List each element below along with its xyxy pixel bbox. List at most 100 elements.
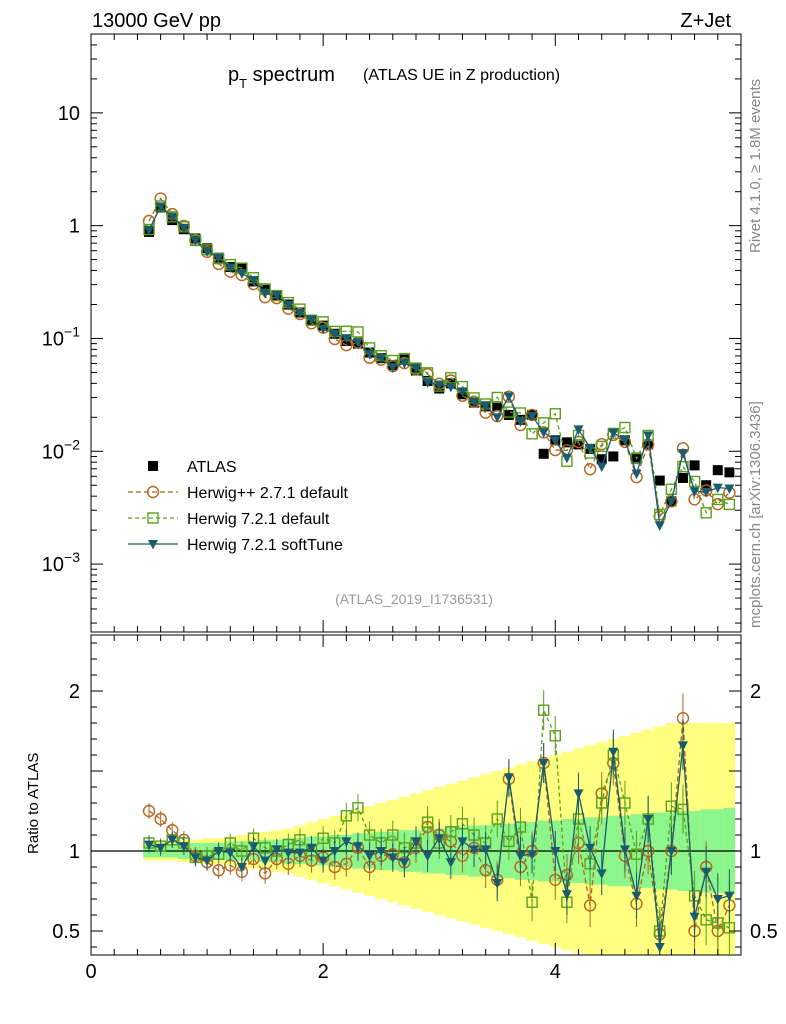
- ratio-point: [608, 747, 619, 758]
- ratio-point: [144, 840, 155, 851]
- mc-point: [585, 443, 596, 454]
- mc-point: [596, 440, 608, 453]
- ratio-point: [225, 848, 236, 859]
- legend-label: Herwig++ 2.7.1 default: [187, 485, 349, 502]
- mc-point: [341, 334, 352, 344]
- ratio-point: [596, 869, 607, 879]
- mc-point: [712, 483, 723, 494]
- ratio-point: [306, 843, 317, 854]
- mc-point: [583, 463, 597, 476]
- y-tick-label: 10: [58, 103, 80, 125]
- mc-point: [318, 324, 329, 335]
- y-tick-label: 10−1: [42, 323, 80, 350]
- mc-point: [305, 314, 318, 326]
- mc-point: [422, 378, 433, 388]
- ratio-point: [387, 829, 399, 841]
- mc-point: [457, 387, 468, 397]
- title-main: p: [228, 64, 239, 86]
- main-plot-area: [142, 192, 736, 531]
- title-word: spectrum: [253, 64, 335, 86]
- title-subscript: T: [239, 76, 247, 91]
- ratio-point: [341, 837, 352, 847]
- mc-point: [260, 288, 271, 299]
- ratio-point: [167, 835, 178, 846]
- ratio-point: [480, 845, 491, 855]
- ratio-point: [457, 837, 468, 847]
- ratio-point: [421, 816, 434, 828]
- ratio-line-2: [148, 709, 730, 932]
- ratio-point: [154, 812, 167, 826]
- ratio-point: [399, 858, 410, 868]
- mc-point: [167, 212, 178, 223]
- ratio-point: [340, 810, 353, 822]
- ratio-point: [712, 895, 723, 905]
- ratio-point: [248, 842, 259, 852]
- ratio-axis-label: Ratio to ATLAS: [25, 753, 42, 854]
- mc-point: [283, 300, 294, 311]
- mc-point: [352, 338, 363, 348]
- mc-point: [619, 421, 631, 434]
- ratio-point: [260, 856, 271, 867]
- mc-point: [526, 428, 538, 440]
- mc-point: [190, 236, 201, 246]
- ratio-point: [561, 890, 572, 900]
- legend-label: Herwig 7.2.1 default: [187, 511, 330, 528]
- ratio-point: [294, 848, 305, 859]
- legend-marker: [147, 512, 159, 524]
- ratio-point: [515, 851, 526, 862]
- data-point: [608, 451, 619, 462]
- mc-point: [607, 427, 620, 440]
- ratio-point: [630, 848, 643, 860]
- x-tick-label: 0: [85, 961, 96, 983]
- mc-point: [213, 253, 224, 264]
- mc-point: [596, 462, 607, 473]
- ratio-point: [445, 826, 457, 838]
- mc-point: [619, 435, 630, 446]
- main-panel: 10 1 10−1 10−2 10−3 pT spectrum (ATLAS UE in…: [42, 33, 742, 633]
- mc-point: [421, 367, 434, 379]
- rivet-version-label: Rivet 4.1.0, ≥ 1.8M events: [747, 79, 764, 253]
- mc-point: [537, 417, 550, 429]
- mc-point: [329, 329, 340, 340]
- data-point: [724, 467, 735, 478]
- chart-title: pT spectrum: [228, 64, 335, 91]
- legend-marker: [146, 485, 160, 499]
- mc-point: [469, 398, 480, 408]
- mc-point: [376, 354, 387, 364]
- data-point: [538, 448, 549, 459]
- ratio-point: [445, 858, 456, 868]
- mc-point: [700, 507, 712, 519]
- mc-point: [608, 428, 619, 439]
- ratio-point: [213, 847, 224, 857]
- ratio-point: [329, 847, 340, 857]
- ratio-point: [677, 803, 689, 816]
- mc-point: [248, 276, 259, 286]
- ratio-point: [190, 853, 201, 863]
- ratio-axis-ticks: 2 2 1 1 0.5 0.5: [52, 642, 778, 948]
- legend-marker: [148, 461, 158, 471]
- ratio-point: [503, 773, 514, 783]
- ratio-point: [514, 821, 527, 833]
- ratio-point: [318, 856, 329, 867]
- ratio-tick-label-right: 0.5: [750, 921, 778, 943]
- ratio-point: [340, 857, 353, 870]
- ratio-point: [492, 879, 503, 889]
- main-axis-ticks: 10 1 10−1 10−2 10−3: [42, 33, 741, 624]
- data-point: [689, 460, 700, 471]
- mc-point: [225, 263, 236, 273]
- mc-point: [515, 417, 526, 427]
- mc-point: [445, 382, 456, 393]
- energy-label: 13000 GeV pp: [92, 10, 221, 32]
- ratio-plot-area: [91, 690, 741, 955]
- ratio-point: [537, 704, 550, 716]
- analysis-id-label: (ATLAS_2019_I1736531): [335, 591, 493, 607]
- ratio-point: [387, 853, 398, 863]
- ratio-point: [641, 844, 655, 858]
- ratio-point: [724, 891, 735, 902]
- ratio-point: [352, 802, 364, 814]
- y-tick-label: 1: [69, 216, 80, 238]
- ratio-point: [596, 797, 608, 809]
- ratio-point: [469, 845, 480, 855]
- ratio-point: [654, 943, 665, 953]
